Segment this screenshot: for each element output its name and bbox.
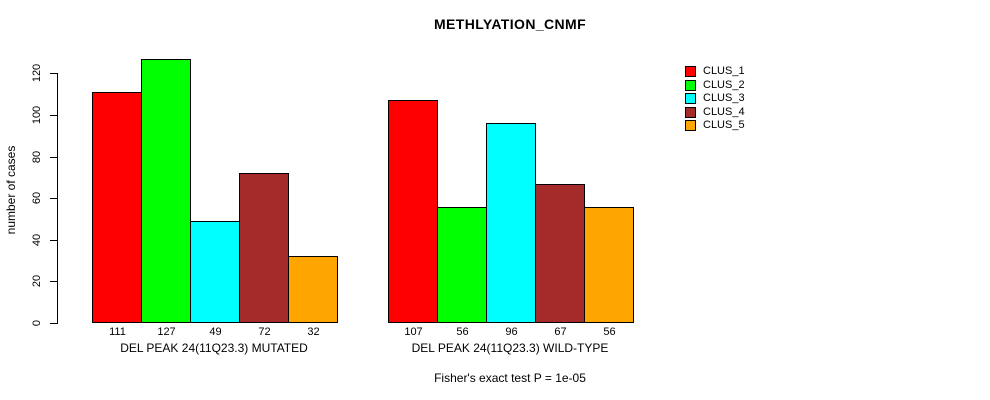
bar-value-label: 49 <box>209 326 222 338</box>
legend-item-clus_2: CLUS_2 <box>685 78 745 91</box>
bar-value-label: 56 <box>603 326 616 338</box>
legend-label: CLUS_5 <box>703 119 745 131</box>
y-axis-label: number of cases <box>4 145 18 235</box>
bar-value-label: 107 <box>404 326 423 338</box>
bar-clus_2 <box>437 207 487 323</box>
bar-value-label: 72 <box>258 326 271 338</box>
y-tick <box>50 115 57 116</box>
legend-swatch <box>685 120 696 131</box>
group-label-mutated: DEL PEAK 24(11Q23.3) MUTATED <box>120 341 308 355</box>
y-tick-label: 60 <box>31 192 43 205</box>
bar-value-label: 67 <box>554 326 567 338</box>
legend-label: CLUS_2 <box>703 78 745 91</box>
footer-note: Fisher's exact test P = 1e-05 <box>434 371 586 385</box>
y-tick-label: 100 <box>31 105 43 125</box>
bar-value-label: 127 <box>157 326 176 338</box>
y-tick <box>50 73 57 75</box>
bar-value-label: 32 <box>307 326 320 338</box>
bar-clus_5 <box>288 256 338 323</box>
y-tick-label: 40 <box>31 233 43 246</box>
legend: CLUS_1 CLUS_2 CLUS_3 CLUS_4 CLUS_5 <box>685 66 745 131</box>
legend-item-clus_4: CLUS_4 <box>685 105 745 118</box>
group-label-wild-type: DEL PEAK 24(11Q23.3) WILD-TYPE <box>411 341 609 355</box>
legend-swatch <box>685 66 696 77</box>
y-tick <box>50 281 57 283</box>
bar-clus_2 <box>141 59 191 323</box>
y-tick-label: 80 <box>31 150 43 163</box>
bar-clus_4 <box>535 184 585 323</box>
chart-title: METHLYATION_CNMF <box>433 16 587 32</box>
y-axis-line <box>57 73 58 324</box>
bar-clus_3 <box>486 123 536 323</box>
bar-value-label: 111 <box>109 326 126 338</box>
bar-clus_1 <box>92 92 142 323</box>
bar-value-label: 96 <box>505 326 518 338</box>
bar-value-label: 56 <box>456 326 469 338</box>
legend-item-clus_3: CLUS_3 <box>685 93 745 104</box>
legend-swatch <box>685 93 696 104</box>
y-tick <box>50 239 57 241</box>
y-tick-label: 0 <box>31 319 43 327</box>
y-tick <box>50 156 57 158</box>
bar-clus_5 <box>584 207 634 323</box>
legend-label: CLUS_4 <box>703 105 745 118</box>
legend-swatch <box>685 106 696 118</box>
legend-swatch <box>685 79 696 91</box>
legend-item-clus_1: CLUS_1 <box>685 66 745 77</box>
y-tick-label: 120 <box>31 64 43 83</box>
bar-clus_4 <box>239 173 289 323</box>
legend-item-clus_5: CLUS_5 <box>685 120 745 131</box>
y-tick <box>50 198 57 200</box>
legend-label: CLUS_3 <box>703 92 745 104</box>
y-tick <box>50 323 57 324</box>
y-tick-label: 20 <box>31 275 43 288</box>
bar-clus_1 <box>388 100 438 323</box>
bar-clus_3 <box>190 221 240 323</box>
legend-label: CLUS_1 <box>703 65 745 77</box>
